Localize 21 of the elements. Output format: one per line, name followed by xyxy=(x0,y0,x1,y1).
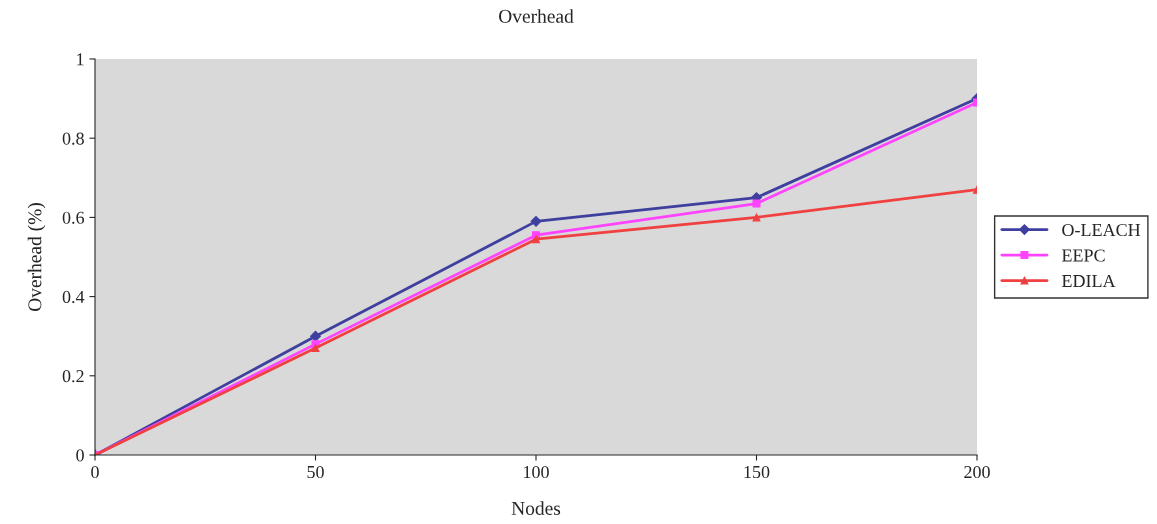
point xyxy=(532,235,540,244)
legend-label: EEPC xyxy=(1061,249,1105,262)
chart-title: Overhead xyxy=(499,9,574,23)
x-tick-label: 200 xyxy=(964,465,990,479)
point xyxy=(310,330,321,342)
y-tick-label: 1 xyxy=(77,53,84,66)
point xyxy=(311,344,320,353)
x-tick-label: 50 xyxy=(307,465,324,479)
point xyxy=(530,215,542,227)
y-axis-title: Overhead (%) xyxy=(27,203,46,311)
x-tick-label: 0 xyxy=(91,465,99,479)
y-tick-label: 0.4 xyxy=(62,290,85,304)
y-tick-label: 0.2 xyxy=(62,370,84,383)
legend-label: EDILA xyxy=(1061,274,1116,287)
x-tick-label: 150 xyxy=(744,465,770,479)
y-tick-label: 0.6 xyxy=(62,211,85,224)
y-tick-label: 0.8 xyxy=(62,132,84,145)
y-tick-label: 0 xyxy=(76,449,84,462)
legend-label: O-LEACH xyxy=(1062,223,1141,237)
x-tick-label: 100 xyxy=(524,465,549,479)
x-axis-title: Nodes xyxy=(511,501,561,515)
